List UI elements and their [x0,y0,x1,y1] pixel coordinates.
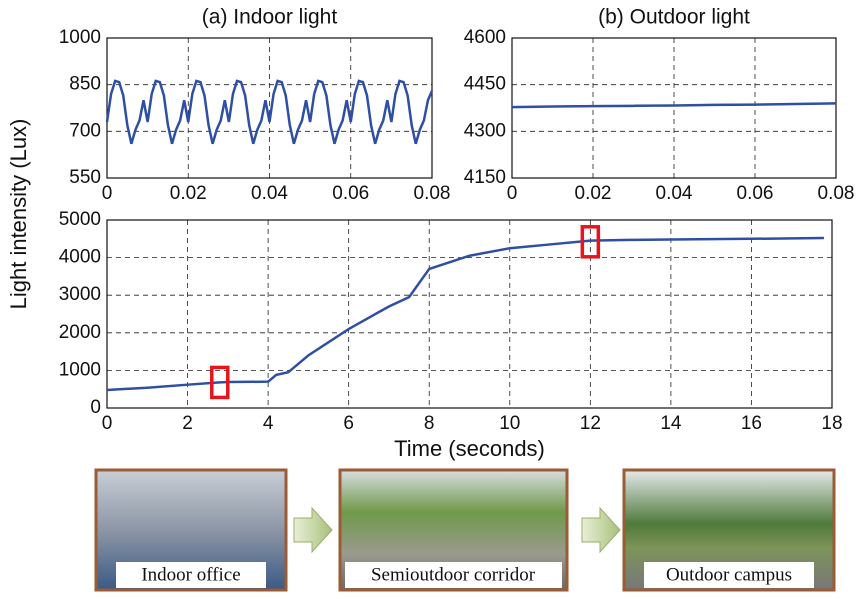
y-tick-label: 4300 [464,120,506,141]
chart-title: (a) Indoor light [202,6,338,29]
series-line [105,79,434,145]
x-tick-label: 12 [580,413,601,434]
y-tick-label: 850 [69,74,101,95]
y-axis-label: Light intensity (Lux) [6,119,31,310]
x-tick-label: 0 [102,413,113,434]
photo-caption: Semioutdoor corridor [371,564,536,585]
y-tick-label: 700 [69,120,101,141]
x-tick-label: 0.04 [656,183,693,204]
y-tick-label: 3000 [59,284,101,305]
x-tick-label: 0.04 [251,183,288,204]
x-tick-label: 4 [263,413,274,434]
x-tick-label: 14 [660,413,682,434]
y-tick-label: 4150 [464,167,506,188]
x-tick-label: 0.06 [332,183,369,204]
y-tick-label: 2000 [59,322,101,343]
x-axis-label: Time (seconds) [394,436,545,461]
plot-frame [511,37,837,179]
x-tick-label: 10 [499,413,520,434]
highlight-box [210,365,230,400]
x-tick-label: 18 [821,413,842,434]
chart-title: (b) Outdoor light [598,6,750,29]
x-tick-label: 2 [182,413,193,434]
y-tick-label: 5000 [59,209,101,230]
x-tick-label: 0.08 [818,183,855,204]
x-tick-label: 8 [424,413,435,434]
x-tick-label: 0.06 [737,183,774,204]
x-tick-label: 0.02 [170,183,207,204]
y-tick-label: 4000 [59,247,101,268]
caption-box [644,562,814,588]
plot-frame [106,37,433,179]
photos: Indoor office Semioutdoor corridor Outdo… [94,468,836,592]
x-tick-label: 16 [741,413,762,434]
series-line [106,236,824,392]
arrow [581,506,621,554]
x-tick-label: 0.08 [414,183,451,204]
y-tick-label: 0 [90,397,101,418]
photo-caption: Outdoor campus [666,564,792,585]
series-line [511,102,837,109]
y-tick-label: 4450 [464,74,506,95]
x-tick-label: 0 [102,183,113,204]
y-tick-label: 550 [69,167,101,188]
y-tick-label: 1000 [59,27,101,48]
caption-box [345,562,562,588]
x-tick-label: 6 [343,413,354,434]
photo-caption: Indoor office [141,564,240,585]
y-tick-label: 1000 [59,359,101,380]
plot-frame [106,219,833,409]
x-tick-label: 0 [507,183,518,204]
arrow [293,506,333,554]
caption-box [116,562,266,588]
y-tick-label: 4600 [464,27,506,48]
x-tick-label: 0.02 [575,183,612,204]
highlight-box [580,225,601,259]
